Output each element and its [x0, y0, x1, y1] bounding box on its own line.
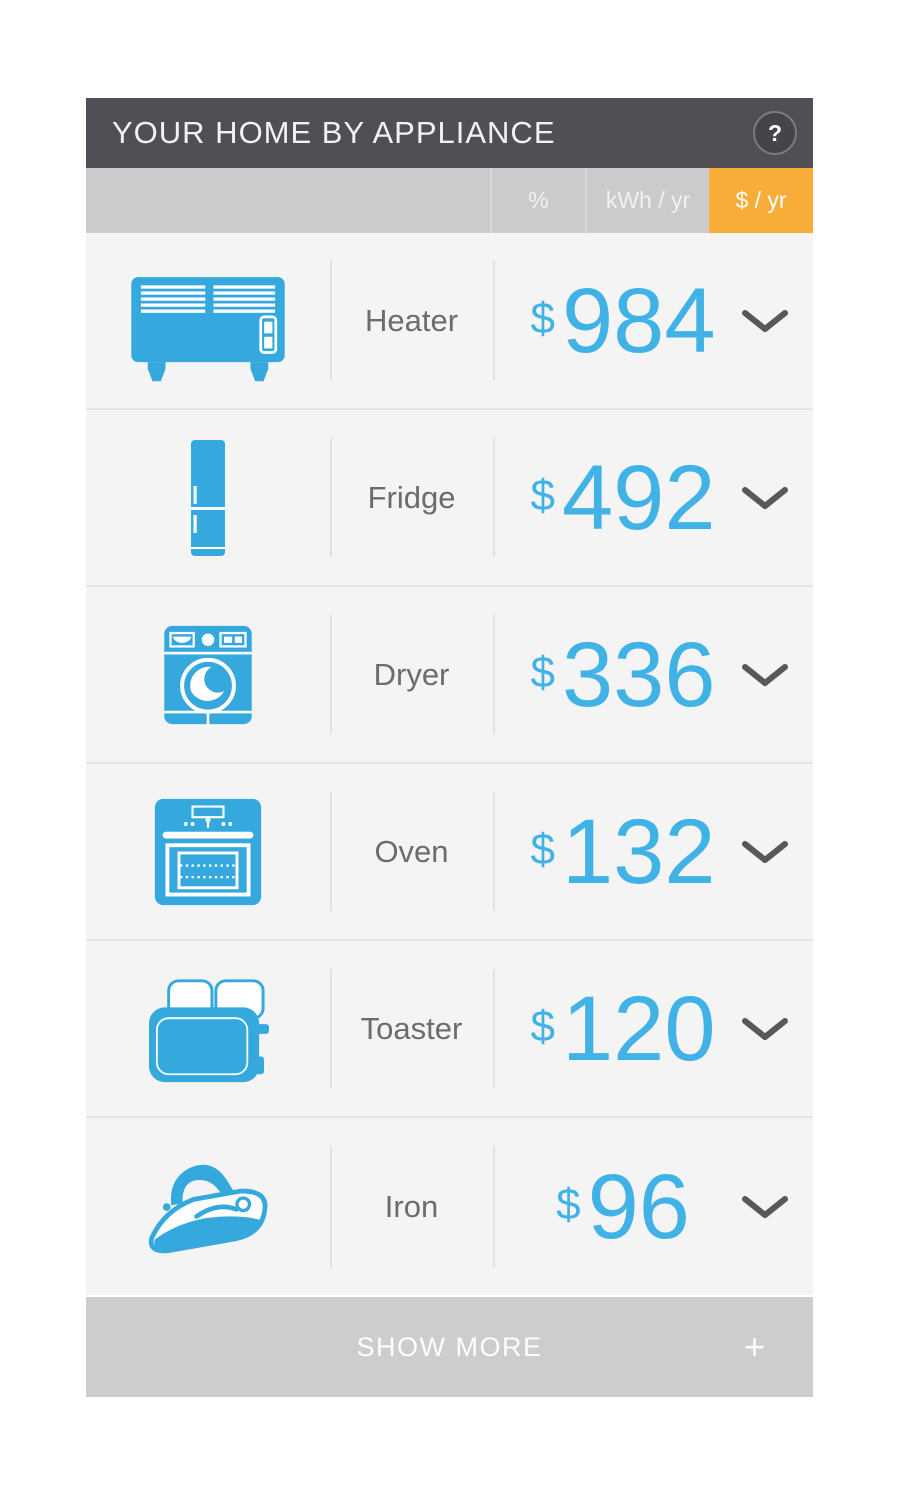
chevron-down-icon[interactable]: [741, 308, 789, 334]
currency-symbol: $: [530, 293, 555, 343]
plus-icon[interactable]: +: [743, 1326, 765, 1367]
toaster-icon: [86, 941, 330, 1116]
appliance-name-label: Oven: [374, 833, 449, 869]
divider: [330, 1146, 332, 1267]
divider: [330, 969, 332, 1088]
currency-symbol: $: [556, 1179, 581, 1229]
show-more-bar[interactable]: SHOW MORE +: [86, 1297, 813, 1397]
appliance-row-iron[interactable]: Iron $ 96: [86, 1118, 813, 1295]
appliance-name: Heater: [330, 233, 493, 408]
appliance-row-heater[interactable]: Heater $ 984: [86, 233, 813, 410]
annual-cost-value: 336: [561, 623, 716, 726]
currency-symbol: $: [530, 470, 555, 520]
appliance-row-oven[interactable]: Oven $ 132: [86, 764, 813, 941]
tab-percent-label: %: [528, 187, 549, 213]
appliance-row-dryer[interactable]: Dryer $ 336: [86, 587, 813, 764]
appliance-name: Toaster: [330, 941, 493, 1116]
dryer-icon: [86, 587, 330, 762]
appliance-value-cell: $ 96: [493, 1118, 813, 1295]
tab-dollar-label: $ / yr: [735, 187, 787, 213]
appliance-name: Dryer: [330, 587, 493, 762]
appliance-row-toaster[interactable]: Toaster $ 120: [86, 941, 813, 1118]
heater-icon: [86, 233, 330, 408]
appliance-name-label: Fridge: [367, 479, 456, 515]
appliance-row-fridge[interactable]: Fridge $ 492: [86, 410, 813, 587]
tab-dollar-per-year-active[interactable]: $ / yr: [709, 168, 813, 233]
tab-kwh-per-year[interactable]: kWh / yr: [585, 168, 709, 233]
chevron-down-icon[interactable]: [741, 1194, 789, 1220]
annual-cost-value: 120: [561, 977, 716, 1080]
divider: [330, 792, 332, 911]
appliance-name-label: Iron: [384, 1188, 439, 1224]
currency-symbol: $: [530, 824, 555, 874]
divider: [493, 615, 495, 734]
oven-icon: [86, 764, 330, 939]
annual-cost-value: 984: [561, 269, 716, 372]
unit-tab-bar: % kWh / yr $ / yr: [86, 168, 813, 233]
divider: [493, 792, 495, 911]
question-mark-icon: ?: [767, 119, 783, 146]
chevron-down-icon[interactable]: [741, 1016, 789, 1042]
help-button[interactable]: ?: [753, 111, 797, 155]
tab-bar-spacer: [86, 168, 490, 233]
tab-percent[interactable]: %: [490, 168, 585, 233]
appliance-name: Oven: [330, 764, 493, 939]
show-more-label: SHOW MORE: [356, 1331, 543, 1362]
annual-cost-value: 132: [561, 800, 716, 903]
chevron-down-icon[interactable]: [741, 839, 789, 865]
appliance-value-cell: $ 132: [493, 764, 813, 939]
appliance-list: Heater $ 984: [86, 233, 813, 1295]
annual-cost-value: 96: [587, 1155, 690, 1258]
chevron-down-icon[interactable]: [741, 485, 789, 511]
divider: [330, 438, 332, 557]
home-by-appliance-widget: YOUR HOME BY APPLIANCE ? % kWh / yr $ / …: [86, 98, 813, 1397]
widget-header: YOUR HOME BY APPLIANCE ?: [86, 98, 813, 168]
divider: [330, 615, 332, 734]
appliance-value-cell: $ 120: [493, 941, 813, 1116]
footer-gap: [86, 1295, 813, 1297]
divider: [493, 438, 495, 557]
appliance-value-cell: $ 984: [493, 233, 813, 408]
appliance-value-cell: $ 336: [493, 587, 813, 762]
appliance-name-label: Toaster: [360, 1010, 463, 1046]
divider: [493, 969, 495, 1088]
iron-icon: [86, 1118, 330, 1295]
fridge-icon: [86, 410, 330, 585]
appliance-name: Fridge: [330, 410, 493, 585]
divider: [330, 261, 332, 380]
appliance-name: Iron: [330, 1118, 493, 1295]
chevron-down-icon[interactable]: [741, 662, 789, 688]
currency-symbol: $: [530, 647, 555, 697]
tab-kwh-label: kWh / yr: [605, 187, 691, 213]
divider: [493, 261, 495, 380]
appliance-value-cell: $ 492: [493, 410, 813, 585]
page-title: YOUR HOME BY APPLIANCE: [112, 115, 556, 150]
appliance-name-label: Dryer: [373, 656, 450, 692]
divider: [493, 1146, 495, 1267]
appliance-name-label: Heater: [364, 302, 459, 338]
annual-cost-value: 492: [561, 446, 716, 549]
currency-symbol: $: [530, 1001, 555, 1051]
